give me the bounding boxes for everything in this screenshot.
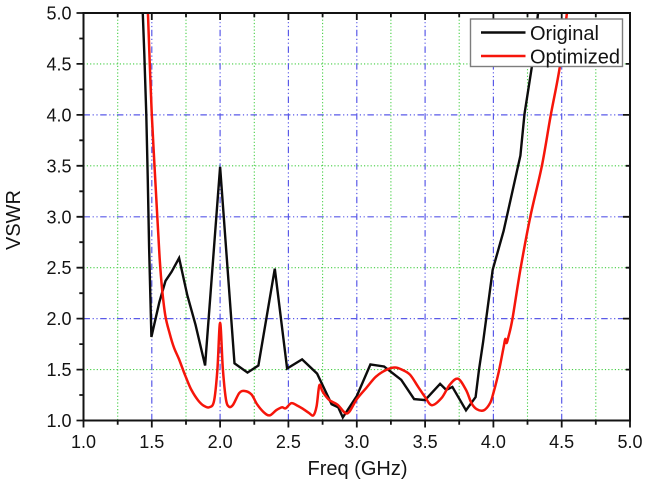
svg-text:3.5: 3.5	[46, 156, 71, 176]
svg-text:1.5: 1.5	[46, 360, 71, 380]
svg-text:1.5: 1.5	[139, 432, 164, 452]
svg-text:Optimized: Optimized	[530, 47, 620, 69]
svg-text:2.0: 2.0	[46, 309, 71, 329]
svg-text:Original: Original	[530, 23, 599, 45]
svg-text:3.5: 3.5	[413, 432, 438, 452]
svg-text:4.0: 4.0	[481, 432, 506, 452]
svg-text:3.0: 3.0	[344, 432, 369, 452]
svg-text:VSWR: VSWR	[3, 190, 25, 250]
svg-text:5.0: 5.0	[617, 432, 642, 452]
svg-text:2.0: 2.0	[208, 432, 233, 452]
svg-text:Freq (GHz): Freq (GHz)	[308, 458, 408, 480]
svg-text:5.0: 5.0	[46, 4, 71, 24]
svg-text:2.5: 2.5	[46, 258, 71, 278]
svg-text:2.5: 2.5	[276, 432, 301, 452]
svg-text:4.5: 4.5	[549, 432, 574, 452]
svg-text:4.5: 4.5	[46, 54, 71, 74]
svg-text:1.0: 1.0	[46, 411, 71, 431]
svg-text:4.0: 4.0	[46, 105, 71, 125]
svg-text:1.0: 1.0	[71, 432, 96, 452]
svg-text:3.0: 3.0	[46, 207, 71, 227]
